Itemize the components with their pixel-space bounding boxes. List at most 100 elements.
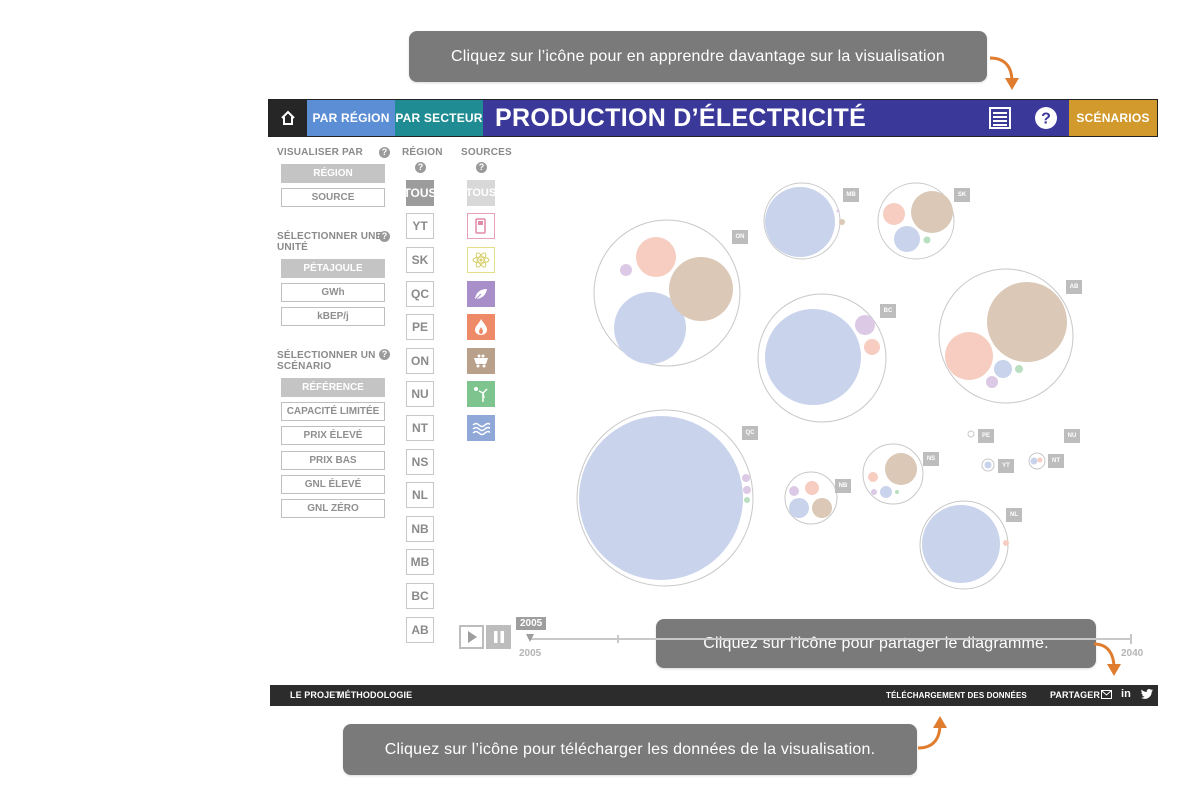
pause-button[interactable] [486,625,511,649]
scenario-option-prix-bas[interactable]: PRIX BAS [281,451,385,470]
source-button-biomass[interactable] [467,281,495,307]
timeline-current-year[interactable]: 2005 [516,617,547,630]
timeline-end-year: 2040 [1121,648,1144,659]
bubble-ab[interactable] [938,268,1074,404]
footer-le-projet-link[interactable]: LE PROJET [290,690,341,700]
help-icon[interactable]: ? [379,147,390,158]
region-button-qc[interactable]: QC [406,281,434,307]
source-button-oil[interactable] [467,213,495,239]
bubble-label-qc: QC [742,426,758,440]
region-button-pe[interactable]: PE [406,314,434,340]
page-title: PRODUCTION D’ÉLECTRICITÉ [495,103,867,132]
region-button-sk[interactable]: SK [406,247,434,273]
par-secteur-button[interactable]: PAR SECTEUR [395,100,483,136]
tooltip-info: Cliquez sur l’icône pour en apprendre da… [409,31,987,82]
scenario-option-reference[interactable]: RÉFÉRENCE [281,378,385,397]
bubble-label-yt: YT [998,459,1014,473]
region-button-nt[interactable]: NT [406,415,434,441]
bubble-ns[interactable] [862,443,924,505]
visualiser-label: VISUALISER PAR [277,147,363,158]
footer-partager-label: PARTAGER [1050,690,1100,700]
share-email-button[interactable] [1101,690,1112,701]
help-icon[interactable]: ? [379,349,390,360]
help-icon[interactable]: ? [476,162,487,173]
source-button-nuclear[interactable] [467,247,495,273]
footer-telechargement-link[interactable]: Téléchargement des données [886,691,1027,700]
bubble-qc[interactable] [576,409,754,587]
bubble-label-sk: SK [954,188,970,202]
bubble-label-nt: NT [1048,454,1064,468]
bubble-bc[interactable] [757,293,887,423]
help-icon[interactable]: ? [415,162,426,173]
unit-option-gwh[interactable]: GWh [281,283,385,302]
scenario-label-line2: SCÉNARIO [277,361,332,372]
source-button-wind-solar[interactable] [467,381,495,407]
region-button-ns[interactable]: NS [406,449,434,475]
source-button-coal[interactable] [467,348,495,374]
coal-cart-icon [474,354,488,368]
unit-label-line2: UNITÉ [277,242,308,253]
help-icon[interactable]: ? [379,231,390,242]
scenario-option-gnl-eleve[interactable]: GNL ÉLEVÉ [281,475,385,494]
info-button[interactable] [977,100,1023,136]
bubble-label-pe: PE [978,429,994,443]
play-button[interactable] [459,625,484,649]
region-button-on[interactable]: ON [406,348,434,374]
bubble-label-bc: BC [880,304,896,318]
svg-text:?: ? [1041,111,1051,128]
scenarios-button[interactable]: SCÉNARIOS [1069,100,1157,136]
region-button-nb[interactable]: NB [406,516,434,542]
bubble-nl[interactable] [919,500,1009,590]
unit-option-petajoule[interactable]: PÉTAJOULE [281,259,385,278]
unit-label: SÉLECTIONNER UNE UNITÉ [277,231,382,253]
unit-option-kbepj[interactable]: kBEP/j [281,307,385,326]
scenario-label-line1: SÉLECTIONNER UN [277,350,376,361]
bubble-on[interactable] [593,219,741,367]
home-button[interactable] [269,100,307,136]
region-button-nl[interactable]: NL [406,482,434,508]
region-button-bc[interactable]: BC [406,583,434,609]
source-button-hydro[interactable] [467,415,495,441]
bubble-mb[interactable] [763,182,845,260]
question-circle-icon: ? [1035,107,1057,129]
help-button[interactable]: ? [1023,100,1069,136]
region-button-ab[interactable]: AB [406,617,434,643]
timeline-track[interactable] [514,630,1134,650]
scenario-option-capacite-limitee[interactable]: CAPACITÉ LIMITÉE [281,402,385,421]
bubble-nt[interactable] [1028,452,1046,470]
bubble-label-nl: NL [1006,508,1022,522]
wind-solar-icon [474,387,488,402]
region-button-tous[interactable]: TOUS [403,180,437,206]
bubble-nb[interactable] [784,471,838,525]
tooltip-download-text: Cliquez sur l’icône pour télécharger les… [384,740,876,758]
footer-bar: LE PROJET MÉTHODOLOGIE Téléchargement de… [270,685,1158,706]
arrow-down-icon [989,56,1019,90]
email-icon [1101,690,1112,699]
bubble-label-nu: NU [1064,429,1080,443]
bubble-label-mb: MB [843,188,859,202]
par-region-button[interactable]: PAR RÉGION [307,100,395,136]
region-button-yt[interactable]: YT [406,213,434,239]
scenarios-label: SCÉNARIOS [1076,111,1150,125]
tooltip-info-text: Cliquez sur l’icône pour en apprendre da… [451,47,945,65]
nuclear-atom-icon [472,252,490,268]
visualiser-option-region[interactable]: RÉGION [281,164,385,183]
source-button-gas[interactable] [467,314,495,340]
bubble-sk[interactable] [877,182,955,260]
twitter-icon [1141,689,1153,699]
footer-methodologie-link[interactable]: MÉTHODOLOGIE [337,690,413,700]
region-button-mb[interactable]: MB [406,549,434,575]
share-linkedin-button[interactable]: in [1121,688,1131,700]
scenario-option-gnl-zero[interactable]: GNL ZÉRO [281,499,385,518]
visualiser-option-source[interactable]: SOURCE [281,188,385,207]
arrow-up-icon [917,716,947,750]
source-button-tous[interactable]: TOUS [466,180,496,206]
share-twitter-button[interactable] [1141,689,1153,701]
bubble-pe[interactable] [967,430,975,438]
scenario-label: SÉLECTIONNER UN SCÉNARIO [277,350,376,372]
bubble-label-ns: NS [923,452,939,466]
pause-icon [493,631,504,643]
scenario-option-prix-eleve[interactable]: PRIX ÉLEVÉ [281,426,385,445]
region-button-nu[interactable]: NU [406,381,434,407]
bubble-yt[interactable] [981,458,995,472]
